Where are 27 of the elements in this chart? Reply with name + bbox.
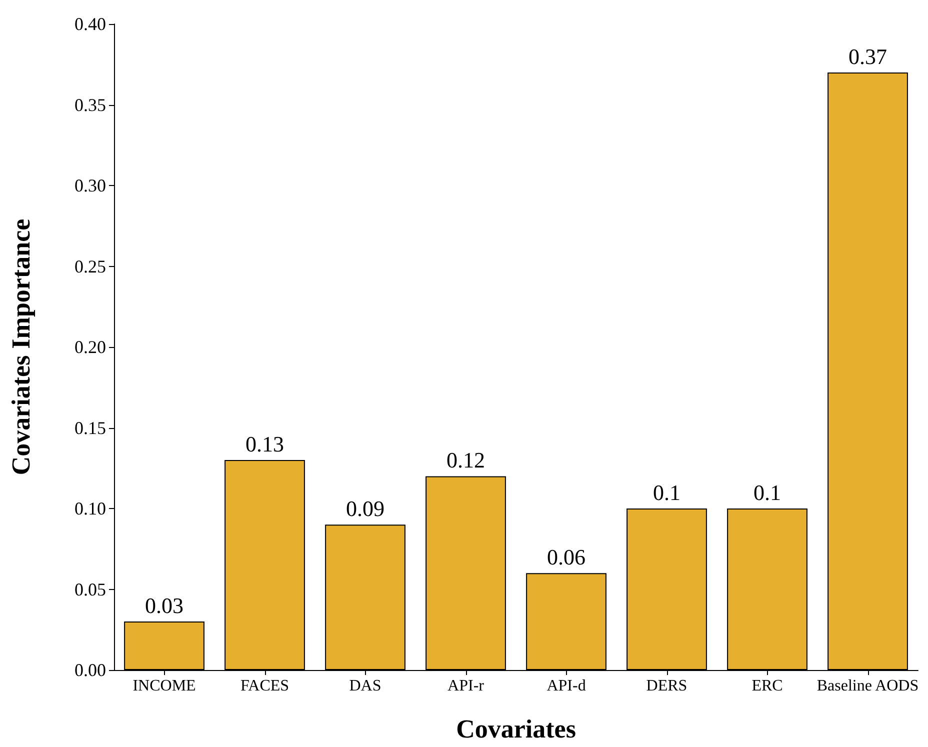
- data-label: 0.03: [145, 593, 184, 618]
- y-tick-label: 0.10: [74, 498, 106, 518]
- y-tick-label: 0.15: [74, 418, 106, 438]
- y-tick-label: 0.05: [74, 579, 106, 600]
- y-tick-label: 0.20: [74, 337, 106, 357]
- y-tick-label: 0.25: [74, 256, 106, 276]
- x-tick-label: DERS: [646, 678, 688, 694]
- x-tick-label: API-d: [546, 678, 586, 694]
- x-tick-label: DAS: [349, 678, 382, 694]
- data-label: 0.37: [848, 44, 887, 69]
- y-tick-label: 0.00: [74, 660, 106, 680]
- x-tick-label: FACES: [240, 678, 290, 694]
- y-tick-label: 0.30: [74, 176, 106, 196]
- data-label: 0.13: [246, 432, 284, 457]
- data-label: 0.06: [547, 544, 586, 570]
- data-label: 0.1: [754, 480, 781, 505]
- y-axis-title: Covariates Importance: [6, 218, 36, 476]
- data-label: 0.1: [653, 480, 680, 505]
- x-tick-label: API-r: [448, 678, 485, 694]
- x-tick-label: ERC: [752, 678, 783, 694]
- x-tick-label: INCOME: [132, 678, 196, 694]
- x-axis-title: Covariates: [456, 714, 576, 744]
- y-tick-label: 0.35: [74, 94, 106, 115]
- data-label: 0.12: [446, 448, 485, 473]
- x-tick-label: Baseline AODS: [816, 678, 919, 694]
- data-label: 0.09: [346, 496, 384, 522]
- y-tick-label: 0.40: [74, 14, 106, 34]
